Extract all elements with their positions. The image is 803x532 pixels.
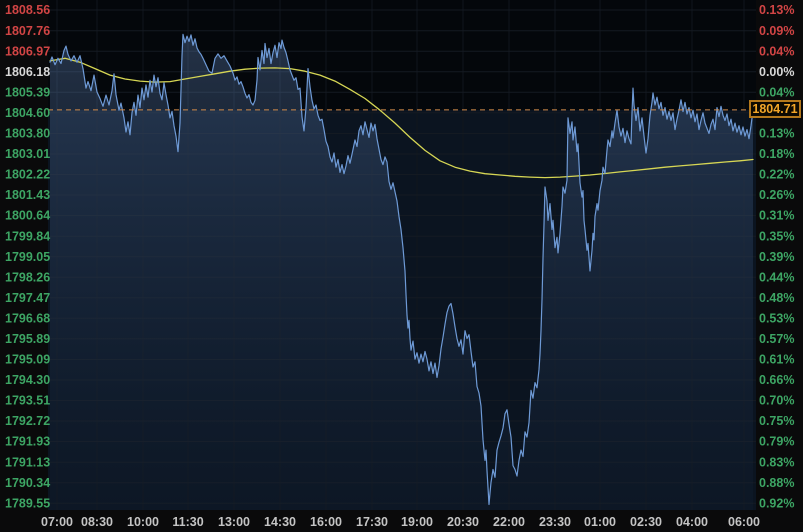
price-axis-label: 1800.64 xyxy=(5,209,50,223)
time-axis-label: 07:00 xyxy=(41,515,73,529)
percent-axis-label: 0.48% xyxy=(759,291,794,305)
time-axis-label: 22:00 xyxy=(493,515,525,529)
moving-average-line xyxy=(49,57,754,179)
price-axis-label: 1792.72 xyxy=(5,414,50,428)
time-axis[interactable]: 07:00 08:30 10:00 11:30 13:00 14:30 16:00 17:30… xyxy=(41,515,760,529)
percent-axis-label: 0.88% xyxy=(759,476,794,490)
percent-axis-label: 0.31% xyxy=(759,209,794,223)
percent-axis-label: 0.18% xyxy=(759,147,794,161)
percent-axis-label: 0.53% xyxy=(759,311,794,325)
price-axis-label: 1795.09 xyxy=(5,353,50,367)
percent-axis-label: 0.22% xyxy=(759,168,794,182)
price-axis-label: 1804.60 xyxy=(5,106,50,120)
price-area-fill xyxy=(50,34,753,511)
price-axis[interactable]: 1808.56 1807.76 1806.97 1806.18 1805.39 1804.… xyxy=(5,3,50,510)
price-axis-label: 1806.97 xyxy=(5,44,50,58)
price-axis-label: 1795.89 xyxy=(5,332,50,346)
price-axis-label: 1790.34 xyxy=(5,476,50,490)
percent-axis-label: 0.61% xyxy=(759,353,794,367)
time-axis-label: 19:00 xyxy=(401,515,433,529)
percent-axis-label: 0.35% xyxy=(759,229,794,243)
percent-axis-label: 0.83% xyxy=(759,455,794,469)
price-axis-label: 1793.51 xyxy=(5,394,50,408)
time-axis-label: 11:30 xyxy=(172,515,203,529)
percent-axis-label: 0.92% xyxy=(759,496,794,510)
percent-axis-label: 0.04% xyxy=(759,44,794,58)
time-axis-label: 10:00 xyxy=(127,515,159,529)
time-axis-label: 13:00 xyxy=(218,515,250,529)
price-axis-label: 1805.39 xyxy=(5,85,50,99)
time-axis-label: 16:00 xyxy=(310,515,342,529)
percent-axis[interactable]: 0.13%0.09%0.04%0.00%0.04%0.08%0.13%0.18%… xyxy=(759,3,794,510)
price-axis-label: 1798.26 xyxy=(5,270,50,284)
last-price-badge: 1804.71 xyxy=(749,100,801,118)
price-axis-label: 1794.30 xyxy=(5,373,50,387)
percent-axis-label: 0.75% xyxy=(759,414,794,428)
price-axis-label: 1807.76 xyxy=(5,24,50,38)
percent-axis-label: 0.09% xyxy=(759,24,794,38)
time-axis-label: 23:30 xyxy=(539,515,571,529)
price-axis-label: 1806.18 xyxy=(5,65,50,79)
time-axis-label: 01:00 xyxy=(584,515,616,529)
price-axis-label: 1796.68 xyxy=(5,311,50,325)
price-axis-label: 1808.56 xyxy=(5,3,50,17)
time-axis-label: 14:30 xyxy=(264,515,296,529)
percent-axis-label: 0.13% xyxy=(759,3,794,17)
time-axis-label: 04:00 xyxy=(676,515,708,529)
percent-axis-label: 0.66% xyxy=(759,373,794,387)
plot-area[interactable] xyxy=(48,0,756,511)
percent-axis-label: 0.00% xyxy=(759,65,794,79)
price-axis-label: 1803.01 xyxy=(5,147,50,161)
percent-axis-label: 0.57% xyxy=(759,332,794,346)
price-axis-label: 1799.84 xyxy=(5,229,50,243)
price-axis-label: 1803.80 xyxy=(5,127,50,141)
price-axis-label: 1802.22 xyxy=(5,168,50,182)
time-axis-label: 20:30 xyxy=(447,515,479,529)
percent-axis-label: 0.44% xyxy=(759,270,794,284)
time-axis-label: 02:30 xyxy=(630,515,662,529)
time-axis-label: 06:00 xyxy=(728,515,760,529)
price-axis-label: 1801.43 xyxy=(5,188,50,202)
percent-axis-label: 0.13% xyxy=(759,127,794,141)
price-axis-label: 1791.93 xyxy=(5,435,50,449)
price-axis-label: 1797.47 xyxy=(5,291,50,305)
percent-axis-label: 0.26% xyxy=(759,188,794,202)
percent-axis-label: 0.04% xyxy=(759,85,794,99)
time-axis-label: 17:30 xyxy=(356,515,388,529)
price-axis-label: 1799.05 xyxy=(5,250,50,264)
price-axis-label: 1791.13 xyxy=(5,455,50,469)
percent-axis-label: 0.79% xyxy=(759,435,794,449)
percent-axis-label: 0.39% xyxy=(759,250,794,264)
price-axis-label: 1789.55 xyxy=(5,496,50,510)
percent-axis-label: 0.70% xyxy=(759,394,794,408)
time-axis-label: 08:30 xyxy=(81,515,113,529)
